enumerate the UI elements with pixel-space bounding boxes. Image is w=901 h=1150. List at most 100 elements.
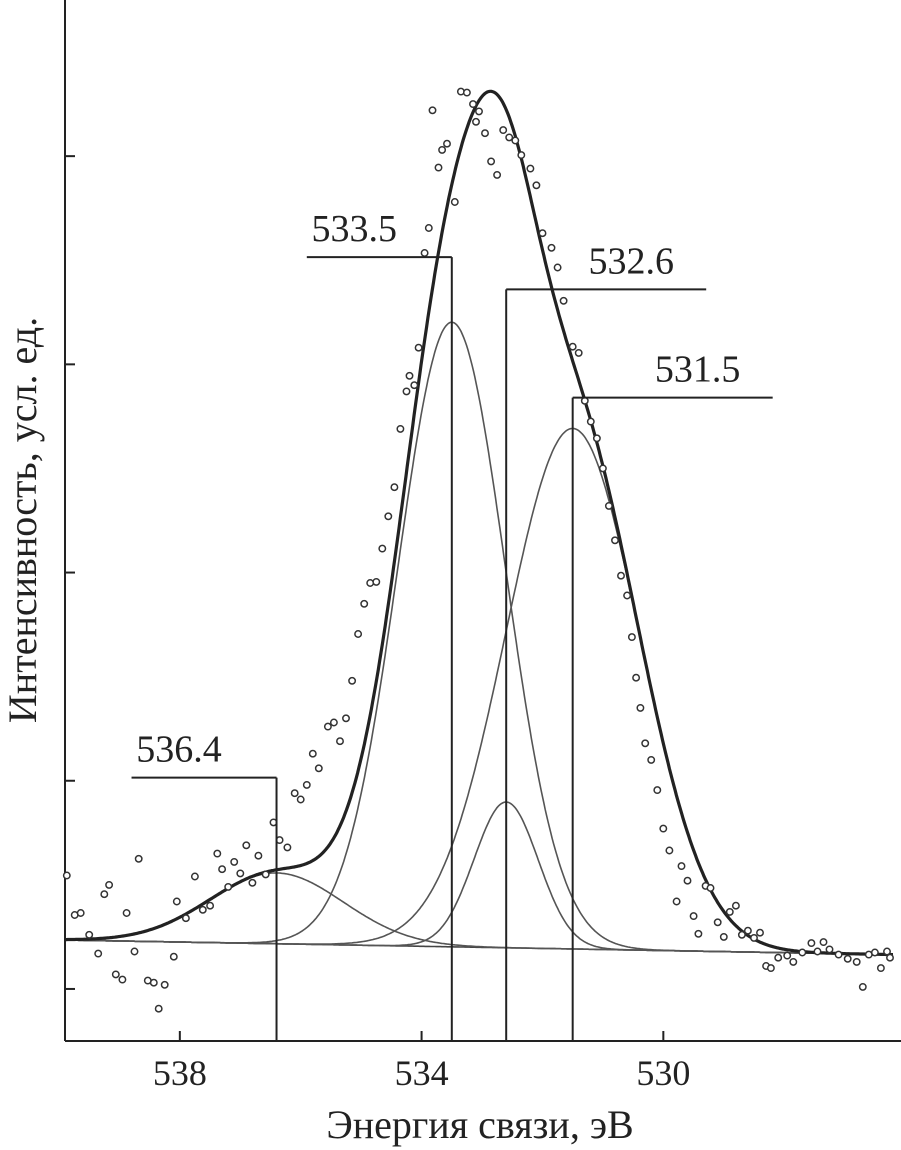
chart-axes (64, 0, 901, 1042)
data-point (206, 901, 215, 910)
data-point (434, 163, 443, 172)
data-point (783, 951, 792, 960)
data-point (302, 780, 311, 789)
data-point (450, 198, 459, 206)
data-point (469, 100, 477, 109)
data-point (105, 880, 114, 889)
data-point (314, 764, 323, 773)
data-point (472, 117, 480, 126)
data-point (296, 795, 305, 804)
data-point (261, 870, 270, 879)
data-point (149, 978, 158, 987)
data-point (526, 164, 535, 173)
data-point (342, 714, 350, 723)
data-point (647, 755, 656, 764)
data-point (354, 630, 363, 638)
data-point (172, 897, 181, 906)
data-point (420, 249, 429, 257)
data-point (737, 930, 746, 939)
data-point (559, 296, 568, 305)
data-point (553, 263, 562, 272)
data-point (883, 947, 891, 956)
data-point (134, 854, 143, 863)
data-point (213, 849, 222, 858)
data-point (517, 151, 526, 160)
data-point (405, 371, 414, 380)
data-point (100, 890, 109, 899)
data-point (852, 957, 861, 966)
data-point (329, 718, 338, 727)
y-axis-title: Интенсивность, усл. ед. (0, 317, 45, 723)
data-point (505, 133, 514, 142)
data-point (798, 948, 807, 957)
data-point (725, 907, 734, 916)
data-point (617, 571, 625, 580)
data-point (592, 434, 601, 443)
data-point (62, 871, 71, 880)
peak-label: 533.5 (312, 208, 398, 250)
data-point (130, 947, 139, 956)
data-point (713, 918, 722, 927)
data-point (248, 878, 257, 887)
data-point (424, 224, 433, 232)
data-point (574, 348, 583, 357)
data-point (627, 633, 636, 642)
data-point (813, 947, 822, 956)
data-point (118, 975, 127, 984)
data-point (719, 932, 728, 941)
data-point (254, 851, 263, 860)
data-point (366, 579, 375, 587)
data-point (876, 964, 885, 973)
fit-components (65, 321, 893, 956)
data-point (242, 841, 251, 850)
data-point (547, 243, 556, 252)
data-point (122, 909, 131, 917)
data-point (94, 949, 103, 958)
data-point (756, 928, 764, 937)
component-curve-2 (65, 321, 893, 956)
data-point (462, 88, 471, 97)
component-curve-4 (65, 427, 893, 956)
data-point (731, 901, 740, 910)
data-point (481, 129, 489, 138)
data-point (230, 857, 239, 866)
data-point (85, 930, 94, 939)
data-point (428, 106, 437, 115)
data-point (750, 933, 758, 942)
peak-label: 532.6 (588, 240, 674, 282)
data-point (819, 938, 828, 947)
experimental-points (62, 87, 894, 1013)
data-point (218, 865, 227, 874)
data-point (190, 872, 199, 881)
data-point (443, 139, 451, 148)
data-point (236, 869, 245, 878)
data-point (604, 501, 613, 510)
data-point (825, 945, 834, 954)
data-point (283, 843, 292, 852)
data-point (689, 912, 698, 921)
x-ticks: 538 534 530 (153, 1031, 690, 1093)
data-point (169, 952, 178, 961)
data-point (870, 948, 879, 957)
data-point (402, 387, 411, 396)
data-point (683, 876, 692, 885)
envelope-curve (65, 89, 893, 957)
data-point (360, 599, 369, 608)
y-ticks (65, 155, 75, 990)
data-point (568, 342, 577, 351)
data-point (378, 544, 387, 553)
fit-envelope (65, 89, 893, 957)
component-curve-3 (65, 801, 893, 956)
x-tick-label: 538 (153, 1053, 207, 1093)
data-point (886, 953, 894, 962)
data-point (111, 970, 120, 979)
data-point (598, 464, 607, 473)
data-point (766, 964, 775, 973)
peak-label: 531.5 (655, 349, 741, 391)
data-point (834, 950, 843, 959)
data-point (743, 926, 752, 935)
data-point (438, 145, 447, 154)
data-point (641, 739, 650, 748)
x-axis-title: Энергия связи, эВ (326, 1102, 633, 1147)
